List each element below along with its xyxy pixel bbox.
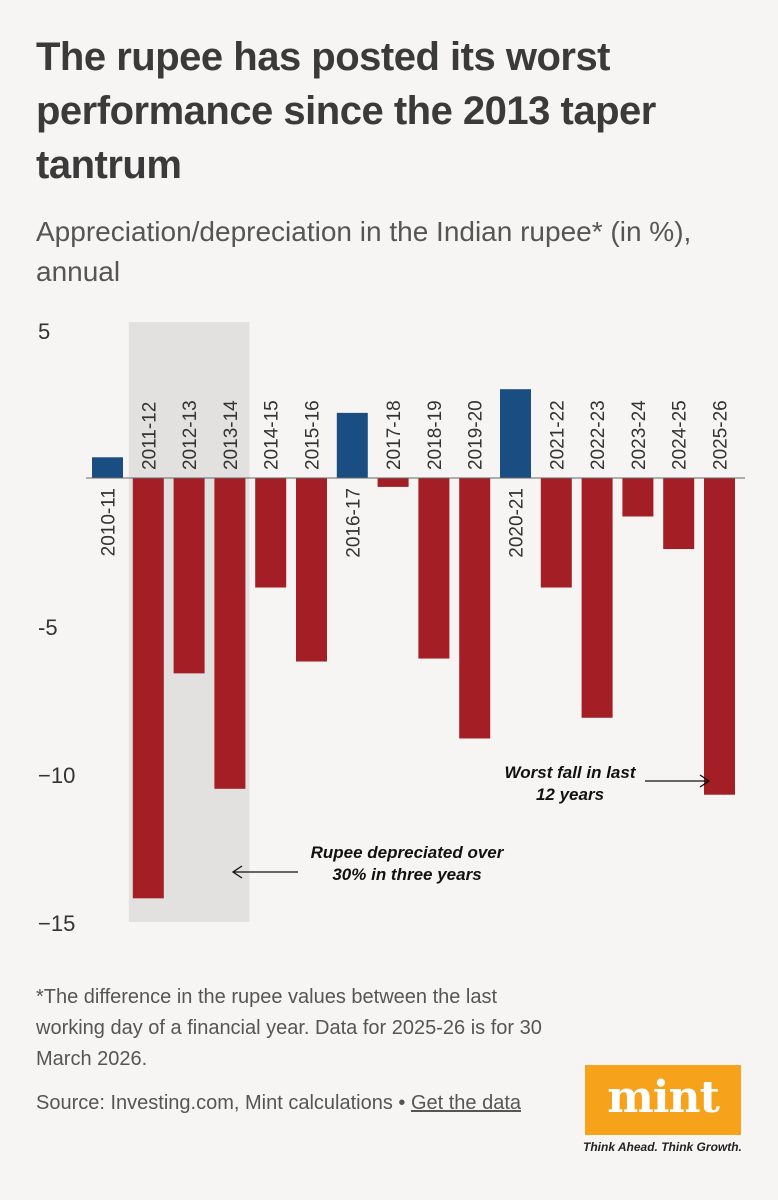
chart-title: The rupee has posted its worst performan… (36, 35, 656, 187)
x-tick-label: 2016-17 (343, 488, 364, 558)
bar-2015-16 (296, 478, 327, 662)
x-tick-label: 2012-13 (180, 400, 201, 470)
annotation-text: Rupee depreciated over (311, 843, 505, 862)
x-tick-label: 2023-24 (629, 400, 650, 470)
bar-chart: 5 -5 −10 −15 2010-11 2011-12 2012-13 2013-14 201… (38, 319, 745, 936)
bar-2025-26 (704, 478, 735, 795)
bar-2012-13 (173, 478, 205, 674)
get-data-link[interactable]: Get the data (410, 1092, 522, 1114)
y-tick-label: 5 (38, 319, 50, 344)
bar-2013-14 (214, 478, 246, 789)
bar-2021-22 (540, 478, 572, 588)
y-tick-label: −15 (38, 911, 75, 936)
mint-logo: mint (585, 1065, 741, 1135)
x-tick-label: 2020-21 (507, 488, 528, 558)
source-text: Source: Investing.com, Mint calculations… (36, 1092, 411, 1114)
x-tick-label: 2022-23 (588, 400, 609, 470)
x-tick-label: 2015-16 (303, 400, 324, 470)
x-tick-label: 2025-26 (711, 400, 732, 470)
bar-2016-17 (336, 412, 368, 478)
annotation-arrowhead (231, 865, 243, 879)
bar-2017-18 (377, 478, 409, 487)
bar-2011-12 (132, 478, 164, 899)
bar-2022-23 (581, 478, 613, 718)
bar-2010-11 (92, 457, 123, 478)
x-tick-label: 2019-20 (466, 400, 487, 470)
y-tick-label: −10 (38, 763, 75, 788)
bar-2018-19 (418, 478, 450, 659)
bar-2014-15 (255, 478, 287, 588)
bar-2020-21 (500, 389, 531, 478)
x-tick-label: 2010-11 (99, 488, 120, 556)
y-tick-label: -5 (38, 615, 58, 640)
chart-subtitle: Appreciation/depreciation in the Indian … (36, 216, 692, 287)
x-tick-label: 2018-19 (425, 400, 446, 470)
x-tick-label: 2021-22 (547, 400, 568, 470)
source-line: Source: Investing.com, Mint calculations… (36, 1088, 556, 1119)
x-tick-label: 2017-18 (384, 400, 405, 470)
x-tick-label: 2024-25 (670, 400, 691, 470)
bar-2023-24 (622, 478, 654, 517)
logo-text: mint (607, 1071, 720, 1123)
annotation-text: 12 years (536, 785, 604, 804)
x-tick-label: 2013-14 (221, 400, 242, 470)
annotation-text: Worst fall in last (505, 763, 637, 782)
bar-2019-20 (459, 478, 491, 739)
annotation-arrowhead (699, 774, 711, 788)
annotation-text: 30% in three years (332, 865, 481, 884)
bar-2024-25 (663, 478, 695, 550)
x-tick-label: 2011-12 (139, 402, 160, 470)
logo-tagline: Think Ahead. Think Growth. (583, 1140, 742, 1154)
footnote: *The difference in the rupee values betw… (36, 986, 542, 1070)
x-tick-label: 2014-15 (262, 400, 283, 470)
